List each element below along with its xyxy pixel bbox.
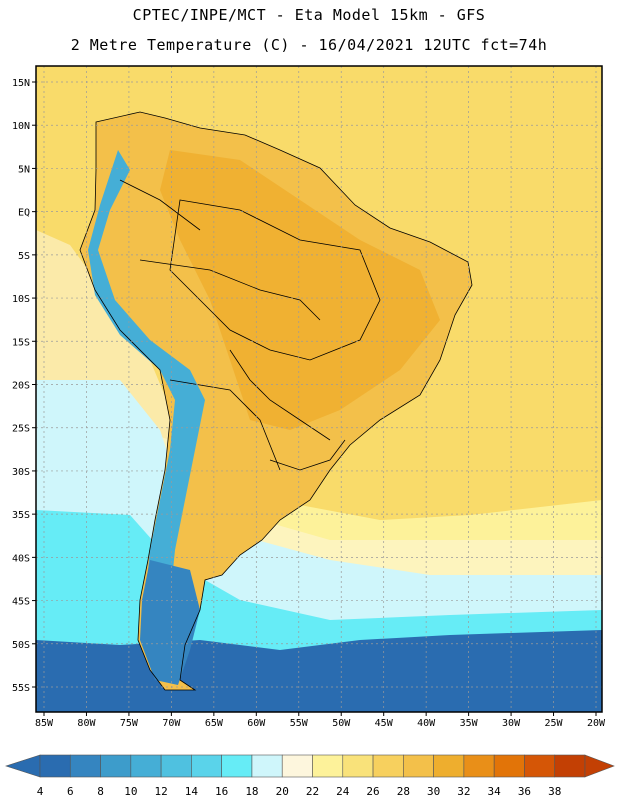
lat-tick-label: 35S [12,510,30,521]
lat-tick-label: 10S [12,294,30,305]
colorbar-tick-label: 6 [67,785,74,798]
colorbar-tick-label: 4 [37,785,44,798]
colorbar-tick-label: 8 [97,785,104,798]
colorbar-high-arrow [584,754,615,778]
lat-tick-label: 20S [12,381,30,392]
lon-tick-label: 20W [587,718,606,729]
latitude-labels: 15N 10N 5N EQ 5S 10S 15S 20S 25S 30S 35S 40S 45S 50S 5… [12,78,36,694]
lat-tick-label: 55S [12,683,30,694]
lon-tick-label: 80W [77,718,96,729]
colorbar: 4 6 8 10 12 14 16 18 20 22 24 26 28 30 32 34 36 38 [5,754,615,798]
lon-tick-label: 45W [375,718,394,729]
colorbar-swatch [372,754,404,778]
colorbar-tick-label: 18 [245,785,258,798]
colorbar-swatch [342,754,374,778]
colorbar-tick-label: 30 [427,785,440,798]
colorbar-swatch [191,754,222,778]
lon-tick-label: 40W [417,718,436,729]
lat-tick-label: 5N [18,164,30,175]
colorbar-swatch [493,754,525,778]
lat-tick-label: 15N [12,78,30,89]
lon-tick-label: 35W [460,718,479,729]
map-field [36,66,602,712]
colorbar-tick-label: 34 [488,785,502,798]
colorbar-tick-label: 28 [397,785,410,798]
colorbar-low-arrow [5,754,41,778]
lat-tick-label: 10N [12,121,30,132]
map-frame [35,65,603,713]
colorbar-tick-label: 24 [336,785,350,798]
colorbar-tick-label: 20 [276,785,289,798]
colorbar-swatch [403,754,434,778]
country-borders [79,111,473,691]
colorbar-swatch [251,754,283,778]
colorbar-swatch [39,754,71,778]
colorbar-tick-label: 38 [548,785,561,798]
lon-tick-label: 65W [205,718,224,729]
colorbar-tick-label: 32 [457,785,470,798]
lon-tick-label: 50W [332,718,351,729]
coordinate-grid [36,66,602,712]
colorbar-tick-label: 14 [185,785,199,798]
title-line-2: 2 Metre Temperature (C) - 16/04/2021 12U… [70,36,548,54]
lon-tick-label: 70W [162,718,181,729]
lon-tick-label: 75W [120,718,139,729]
colorbar-swatch [160,754,192,778]
title-line-1: CPTEC/INPE/MCT - Eta Model 15km - GFS [132,6,486,24]
lon-tick-label: 55W [290,718,309,729]
lat-tick-label: 45S [12,597,30,608]
lat-tick-label: 50S [12,640,30,651]
colorbar-swatch [312,754,344,778]
colorbar-swatch [281,754,313,778]
andes-cold-strip [88,150,205,650]
colorbar-tick-label: 36 [518,785,531,798]
lon-tick-label: 85W [35,718,54,729]
colorbar-swatch [100,754,132,778]
colorbar-tick-label: 22 [306,785,319,798]
colorbar-swatch [524,754,556,778]
colorbar-tick-label: 16 [215,785,228,798]
lat-tick-label: EQ [18,208,30,219]
longitude-labels: 85W 80W 75W 70W 65W 60W 55W 50W 45W 40W 35W 30W 25W 2… [35,712,606,729]
lat-tick-label: 40S [12,553,30,564]
colorbar-swatch [221,754,253,778]
lat-tick-label: 25S [12,424,30,435]
lon-tick-label: 25W [545,718,564,729]
lat-tick-label: 30S [12,467,30,478]
colorbar-swatch [69,754,101,778]
colorbar-tick-label: 10 [124,785,137,798]
colorbar-tick-label: 12 [154,785,167,798]
lon-tick-label: 30W [502,718,521,729]
colorbar-swatch [130,754,162,778]
patagonia-cold-region [140,560,200,685]
colorbar-swatch [433,754,465,778]
colorbar-swatch [554,754,586,778]
colorbar-swatch [463,754,495,778]
lat-tick-label: 5S [18,251,30,262]
hot-interior-region [160,150,440,430]
lat-tick-label: 15S [12,337,30,348]
lon-tick-label: 60W [247,718,266,729]
colorbar-tick-label: 26 [366,785,379,798]
